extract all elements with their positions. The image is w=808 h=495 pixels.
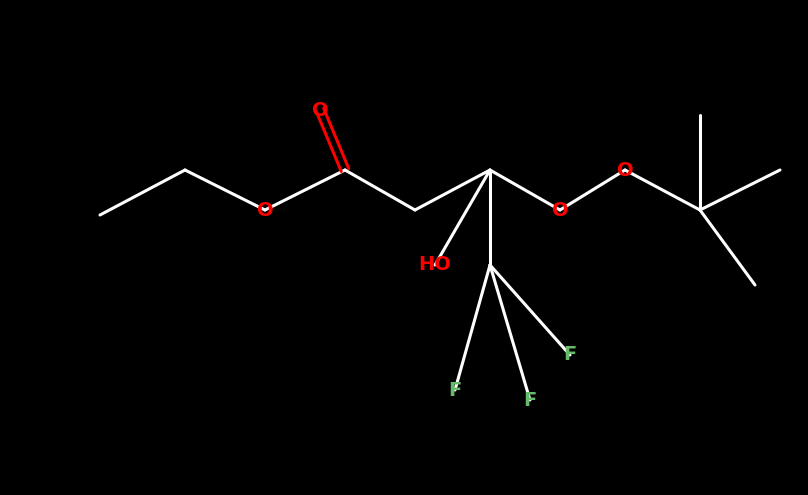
Text: HO: HO: [419, 255, 452, 275]
Text: O: O: [552, 200, 568, 219]
Text: O: O: [312, 100, 328, 119]
Text: O: O: [257, 200, 273, 219]
Text: F: F: [448, 381, 461, 399]
Text: O: O: [617, 160, 633, 180]
Text: F: F: [524, 391, 537, 409]
Text: F: F: [563, 346, 577, 364]
